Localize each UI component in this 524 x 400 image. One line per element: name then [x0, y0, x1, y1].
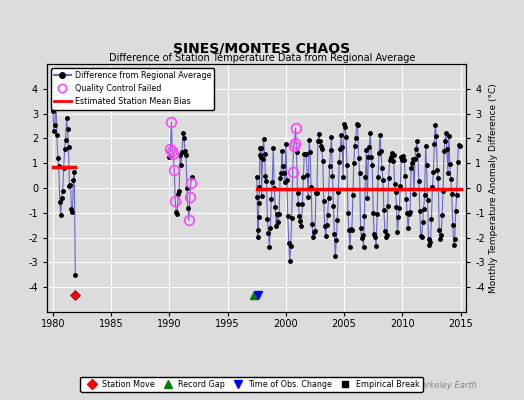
Legend: Station Move, Record Gap, Time of Obs. Change, Empirical Break: Station Move, Record Gap, Time of Obs. C… [80, 376, 423, 392]
Text: Difference of Station Temperature Data from Regional Average: Difference of Station Temperature Data f… [109, 53, 415, 63]
Legend: Difference from Regional Average, Quality Control Failed, Estimated Station Mean: Difference from Regional Average, Qualit… [51, 68, 214, 110]
Y-axis label: Monthly Temperature Anomaly Difference (°C): Monthly Temperature Anomaly Difference (… [489, 83, 498, 293]
Text: SINES/MONTES CHAOS: SINES/MONTES CHAOS [173, 42, 351, 56]
Text: Berkeley Earth: Berkeley Earth [415, 381, 477, 390]
